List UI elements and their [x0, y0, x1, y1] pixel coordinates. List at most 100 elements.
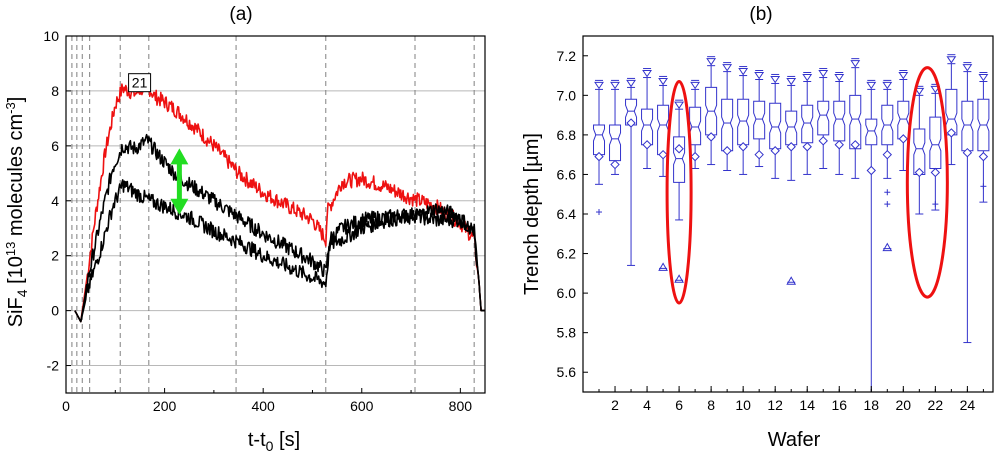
box-mean-marker [770, 146, 780, 156]
y-tick-label: 6.4 [557, 206, 577, 222]
box-max-marker [930, 85, 941, 94]
x-tick-label: 2 [611, 397, 619, 413]
box-wafer-13 [785, 75, 798, 285]
box-min-outlier [786, 276, 797, 285]
y-tick-label: 5.8 [557, 325, 577, 341]
box-body [625, 98, 638, 126]
x-tick-label: 16 [831, 397, 847, 413]
box-body [801, 104, 814, 144]
panel-a-reference-lines [71, 36, 475, 393]
y-tick-label: 4 [51, 193, 59, 209]
box-max-marker [626, 79, 636, 88]
y-tick-label: 10 [43, 28, 59, 44]
box-wafer-15 [817, 68, 830, 170]
y-tick-label: -2 [47, 358, 60, 374]
box-body [785, 110, 798, 146]
box-mean-marker [914, 167, 925, 178]
box-body [641, 108, 654, 146]
box-wafer-8 [705, 56, 718, 166]
box-mean-marker [962, 147, 973, 158]
box-min-outlier [882, 242, 893, 252]
box-body [913, 128, 926, 175]
box-body [849, 94, 862, 150]
box-max-marker [738, 68, 749, 76]
box-max-marker [674, 101, 685, 110]
box-mean-marker [658, 149, 668, 160]
box-body [737, 98, 750, 146]
box-mean-marker [802, 142, 812, 152]
panel-a-plot-frame [65, 35, 486, 394]
box-mean-marker [610, 159, 620, 170]
box-mean-marker [674, 144, 684, 154]
highlight-ellipse [665, 79, 693, 305]
box-max-marker [642, 70, 652, 78]
x-tick-label: 20 [896, 397, 912, 413]
box-wafer-21 [913, 85, 926, 215]
box-max-marker [898, 72, 909, 80]
annotation-box: 21 [128, 73, 152, 93]
box-body [865, 118, 878, 146]
x-tick-label: 12 [767, 397, 783, 413]
box-wafer-17 [849, 58, 862, 179]
panel-a-x-ticks: 0 200 400 600 800 [62, 388, 472, 414]
box-mean-marker [706, 132, 716, 142]
box-mean-marker [722, 146, 732, 156]
y-tick-label: 8 [51, 83, 59, 99]
arrow-head-down [170, 198, 189, 215]
box-max-marker [754, 72, 765, 80]
box-max-marker [978, 73, 989, 82]
x-tick-label: 18 [863, 397, 879, 413]
box-wafer-5 [657, 75, 670, 271]
x-tick-label: 200 [153, 398, 177, 414]
box-body [817, 100, 830, 136]
x-tick-label: 600 [350, 398, 374, 414]
x-tick-label: 22 [928, 397, 944, 413]
box-mean-marker [898, 134, 909, 144]
panel-a-title: (a) [229, 4, 252, 25]
box-max-marker [706, 58, 717, 66]
panel-a-y-axis-label: SiF4 [1013 molecules cm-3] [3, 97, 30, 328]
x-tick-label: 8 [707, 397, 715, 413]
box-max-marker [770, 75, 781, 84]
box-body [689, 106, 702, 146]
box-mean-marker [690, 151, 700, 162]
series-line-red [74, 79, 485, 323]
box-max-marker [818, 70, 829, 78]
y-tick-label: 7.0 [557, 87, 577, 103]
box-max-marker [802, 73, 813, 82]
y-tick-label: 7.2 [557, 48, 577, 64]
box-body [753, 100, 766, 140]
panel-b-plot-frame [582, 35, 994, 393]
annotation-label: 21 [132, 75, 148, 91]
box-body [897, 100, 910, 140]
box-wafer-6 [673, 99, 686, 283]
box-wafer-1 [593, 79, 606, 216]
box-wafer-4 [641, 68, 654, 170]
arrow-head-up [170, 148, 189, 165]
box-mean-marker [850, 140, 860, 150]
box-body [961, 100, 974, 152]
box-mean-marker [930, 167, 941, 178]
box-body [833, 100, 846, 142]
panel-a-x-axis-label: t-t0 [s] [248, 429, 300, 454]
box-mean-marker [642, 140, 652, 150]
box-wafer-25 [977, 71, 990, 203]
difference-arrow [170, 148, 189, 215]
box-wafer-10 [737, 66, 750, 175]
box-max-marker [962, 64, 973, 72]
box-mean-marker [946, 128, 957, 138]
x-tick-label: 400 [251, 398, 275, 414]
series-line-black-upper [74, 133, 485, 323]
box-mean-marker [834, 140, 844, 150]
y-tick-label: 6 [51, 138, 59, 154]
box-wafer-19 [881, 79, 894, 252]
x-tick-label: 24 [960, 397, 976, 413]
box-max-marker [882, 81, 893, 90]
box-body [929, 116, 942, 170]
box-mean-marker [754, 149, 764, 160]
panel-b-x-axis-label: Wafer [768, 429, 821, 451]
box-mean-marker [738, 142, 748, 152]
box-max-marker [786, 77, 797, 86]
